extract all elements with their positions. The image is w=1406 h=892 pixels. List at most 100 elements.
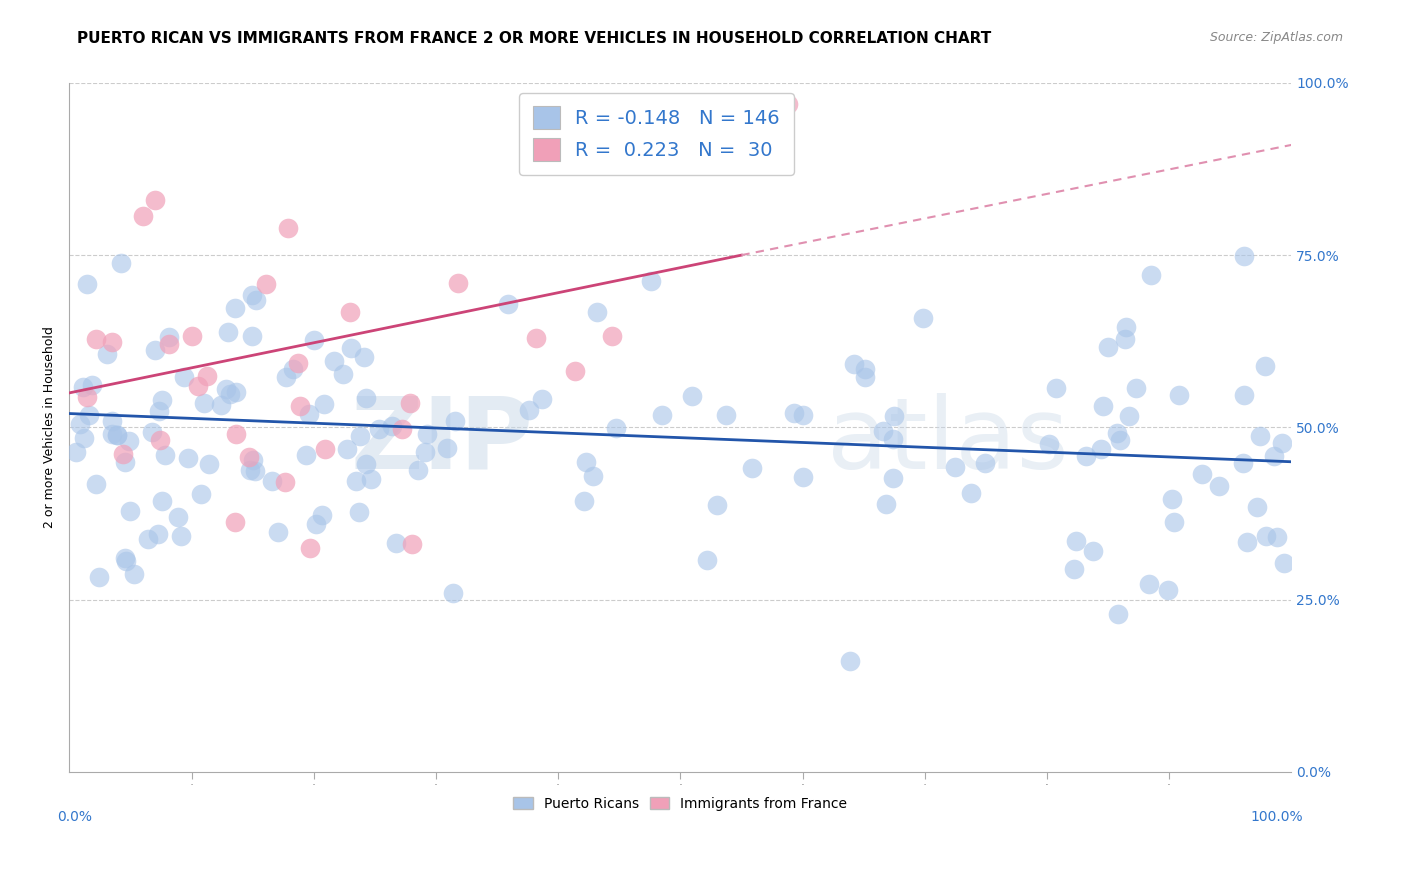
Point bbox=[1254, 529, 1277, 543]
Point bbox=[118, 434, 141, 449]
Point bbox=[122, 567, 145, 582]
Text: 100.0%: 100.0% bbox=[1251, 810, 1303, 823]
Point bbox=[173, 370, 195, 384]
Point bbox=[242, 452, 264, 467]
Point bbox=[177, 450, 200, 465]
Point bbox=[105, 427, 128, 442]
Point bbox=[224, 515, 246, 529]
Point bbox=[776, 96, 799, 111]
Point bbox=[240, 328, 263, 343]
Point bbox=[180, 329, 202, 343]
Point bbox=[89, 570, 111, 584]
Point bbox=[120, 504, 142, 518]
Point bbox=[354, 457, 377, 471]
Point bbox=[72, 431, 94, 445]
Point bbox=[1091, 399, 1114, 413]
Point bbox=[602, 329, 624, 343]
Point bbox=[101, 426, 124, 441]
Point bbox=[1063, 562, 1085, 576]
Point bbox=[872, 424, 894, 438]
Point bbox=[1163, 515, 1185, 529]
Text: ZIP: ZIP bbox=[352, 392, 534, 490]
Point bbox=[349, 429, 371, 443]
Point bbox=[1191, 467, 1213, 482]
Point bbox=[304, 333, 326, 347]
Point bbox=[875, 497, 897, 511]
Point bbox=[141, 425, 163, 439]
Point bbox=[575, 455, 598, 469]
Point bbox=[1263, 449, 1285, 463]
Point bbox=[385, 536, 408, 550]
Point bbox=[111, 447, 134, 461]
Point bbox=[314, 442, 336, 456]
Point bbox=[1233, 249, 1256, 263]
Point bbox=[167, 509, 190, 524]
Point bbox=[1064, 534, 1087, 549]
Point bbox=[1090, 442, 1112, 456]
Point bbox=[853, 362, 876, 376]
Point bbox=[288, 399, 311, 413]
Point bbox=[586, 305, 609, 319]
Point bbox=[943, 459, 966, 474]
Point bbox=[69, 417, 91, 431]
Point bbox=[783, 406, 806, 420]
Point bbox=[287, 356, 309, 370]
Point bbox=[239, 463, 262, 477]
Point bbox=[323, 353, 346, 368]
Point bbox=[157, 337, 180, 351]
Point bbox=[353, 350, 375, 364]
Point bbox=[193, 395, 215, 409]
Point bbox=[143, 193, 166, 207]
Point bbox=[360, 472, 382, 486]
Point bbox=[344, 474, 367, 488]
Point bbox=[190, 487, 212, 501]
Point bbox=[582, 468, 605, 483]
Point bbox=[336, 442, 359, 457]
Point bbox=[1118, 409, 1140, 424]
Point bbox=[197, 368, 219, 383]
Point bbox=[415, 426, 437, 441]
Point bbox=[531, 392, 554, 406]
Point bbox=[254, 277, 277, 292]
Point bbox=[277, 220, 299, 235]
Point bbox=[243, 464, 266, 478]
Point bbox=[960, 486, 983, 500]
Point bbox=[441, 586, 464, 600]
Point bbox=[844, 358, 866, 372]
Point bbox=[1254, 359, 1277, 374]
Point bbox=[72, 380, 94, 394]
Point bbox=[84, 332, 107, 346]
Point bbox=[281, 361, 304, 376]
Point bbox=[77, 409, 100, 423]
Point bbox=[413, 445, 436, 459]
Point bbox=[1097, 339, 1119, 353]
Point bbox=[436, 441, 458, 455]
Point bbox=[96, 347, 118, 361]
Point bbox=[741, 460, 763, 475]
Point bbox=[339, 305, 361, 319]
Point bbox=[1232, 456, 1254, 470]
Point bbox=[1249, 428, 1271, 442]
Point bbox=[131, 209, 153, 223]
Point bbox=[224, 301, 246, 315]
Point bbox=[1160, 491, 1182, 506]
Point bbox=[157, 330, 180, 344]
Point bbox=[882, 471, 904, 485]
Point bbox=[209, 398, 232, 412]
Point bbox=[1076, 449, 1098, 463]
Point bbox=[225, 384, 247, 399]
Point bbox=[311, 508, 333, 522]
Point bbox=[1137, 577, 1160, 591]
Point bbox=[399, 396, 422, 410]
Point bbox=[1246, 500, 1268, 515]
Point bbox=[605, 420, 627, 434]
Y-axis label: 2 or more Vehicles in Household: 2 or more Vehicles in Household bbox=[44, 326, 56, 528]
Point bbox=[381, 418, 404, 433]
Point bbox=[274, 475, 297, 489]
Point bbox=[444, 414, 467, 428]
Point bbox=[853, 370, 876, 384]
Point bbox=[882, 432, 904, 446]
Point bbox=[524, 331, 547, 345]
Point bbox=[170, 529, 193, 543]
Point bbox=[883, 409, 905, 424]
